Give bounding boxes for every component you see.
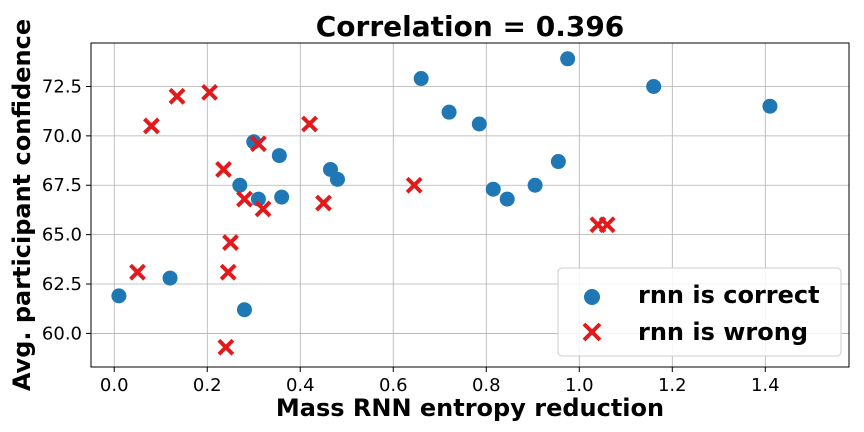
x-tick-label: 0.6 <box>379 375 408 396</box>
point-correct <box>111 288 127 304</box>
point-wrong <box>405 176 423 194</box>
y-tick-label: 65.0 <box>42 225 82 246</box>
point-wrong <box>301 115 318 133</box>
point-correct <box>250 191 266 207</box>
x-tick-label: 1.4 <box>751 375 780 396</box>
point-correct <box>329 171 345 187</box>
point-correct <box>485 181 501 197</box>
point-wrong <box>129 263 146 281</box>
x-axis-label: Mass RNN entropy reduction <box>276 394 664 422</box>
x-tick-label: 0.2 <box>193 375 222 396</box>
point-correct <box>162 270 178 286</box>
plot-frame <box>90 42 850 368</box>
y-tick-label: 60.0 <box>42 323 82 344</box>
chart-title: Correlation = 0.396 <box>316 10 625 43</box>
point-correct <box>471 116 487 132</box>
point-correct <box>762 98 778 114</box>
point-wrong <box>222 234 239 251</box>
x-tick-label: 1.0 <box>565 375 594 396</box>
y-tick-label: 70.0 <box>42 126 82 147</box>
point-wrong <box>249 135 267 153</box>
point-correct <box>441 104 457 120</box>
x-tick-label: 0.0 <box>100 375 129 396</box>
y-tick-label: 67.5 <box>42 175 82 196</box>
point-correct <box>646 78 662 94</box>
point-wrong <box>215 161 232 178</box>
point-correct <box>236 302 252 318</box>
tick-labels: 0.0 0.2 0.4 0.6 0.8 1.0 1.2 1.4 60.0 62.5 65.0 67.5… <box>42 76 780 396</box>
y-axis-label: Avg. participant confidence <box>8 19 36 391</box>
point-correct <box>232 177 248 193</box>
point-wrong <box>598 216 616 234</box>
point-correct <box>527 177 543 193</box>
legend-label-wrong: rnn is wrong <box>638 318 808 346</box>
legend-marker-correct <box>584 289 600 305</box>
point-wrong <box>168 87 186 105</box>
y-tick-label: 72.5 <box>42 76 82 97</box>
point-wrong <box>143 117 160 135</box>
point-wrong <box>236 190 253 208</box>
point-wrong <box>217 338 235 356</box>
point-wrong <box>201 83 218 101</box>
point-correct <box>413 71 429 87</box>
point-correct <box>499 191 515 207</box>
point-correct <box>550 154 566 170</box>
point-wrong <box>315 194 332 212</box>
point-wrong <box>219 263 237 281</box>
y-tick-label: 62.5 <box>42 274 82 295</box>
x-tick-label: 0.8 <box>472 375 501 396</box>
point-wrong <box>254 200 272 218</box>
point-correct <box>274 189 290 205</box>
x-tick-label: 0.4 <box>286 375 315 396</box>
point-correct <box>271 148 287 164</box>
point-correct <box>560 51 576 67</box>
legend: rnn is correct rnn is wrong <box>557 267 842 357</box>
legend-marker-wrong <box>582 322 602 342</box>
x-tick-label: 1.2 <box>658 375 687 396</box>
legend-label-correct: rnn is correct <box>638 281 820 309</box>
legend-box <box>557 267 842 357</box>
data-points <box>111 51 778 356</box>
